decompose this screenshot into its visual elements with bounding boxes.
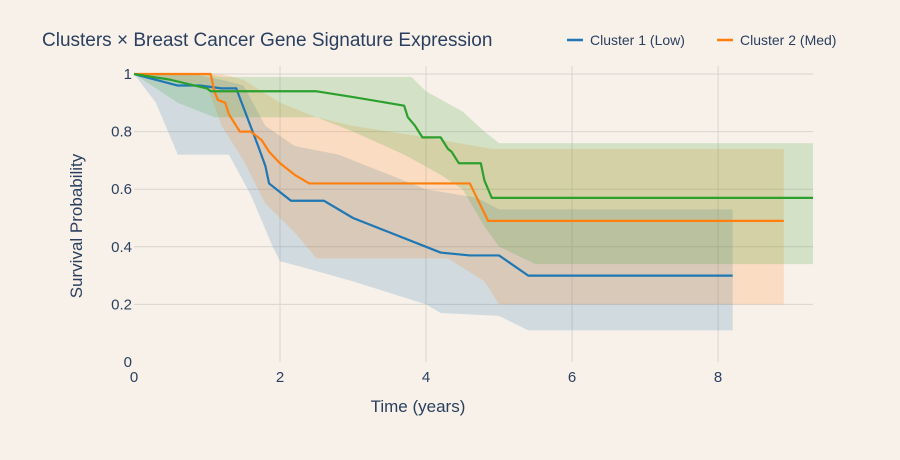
y-tick-label: 1 [124,66,132,83]
y-axis-title: Survival Probability [67,153,86,298]
y-axis-ticks: 0 0.2 0.4 0.6 0.8 1 [111,66,132,371]
y-tick-label: 0.8 [111,124,132,141]
x-axis-title: Time (years) [371,397,466,416]
survival-line-series-2 [134,72,784,222]
x-tick-label: 6 [568,369,576,386]
ci-band-series-1 [134,74,733,331]
x-tick-label: 4 [422,369,430,386]
y-tick-label: 0 [124,354,132,371]
x-tick-label: 8 [714,369,722,386]
survival-lines [133,72,813,277]
legend-label: Cluster 1 (Low) [590,32,685,48]
survival-line-series-3 [133,72,813,199]
confidence-bands [134,74,813,331]
legend-item-2[interactable]: Cluster 2 (Med) [717,32,836,48]
survival-line-series-1 [133,72,733,277]
y-tick-label: 0.2 [111,296,132,313]
ci-band-series-3 [134,74,813,265]
y-tick-label: 0.6 [111,181,132,198]
x-tick-label: 2 [276,369,284,386]
ci-band-series-2 [134,74,784,305]
legend-label: Cluster 2 (Med) [740,32,836,48]
x-axis-ticks: 0 2 4 6 8 [130,369,722,386]
legend: Cluster 1 (Low) Cluster 2 (Med) [567,32,836,48]
chart-title: Clusters × Breast Cancer Gene Signature … [42,30,492,51]
legend-item-1[interactable]: Cluster 1 (Low) [567,32,685,48]
x-tick-label: 0 [130,369,138,386]
y-tick-label: 0.4 [111,239,132,256]
